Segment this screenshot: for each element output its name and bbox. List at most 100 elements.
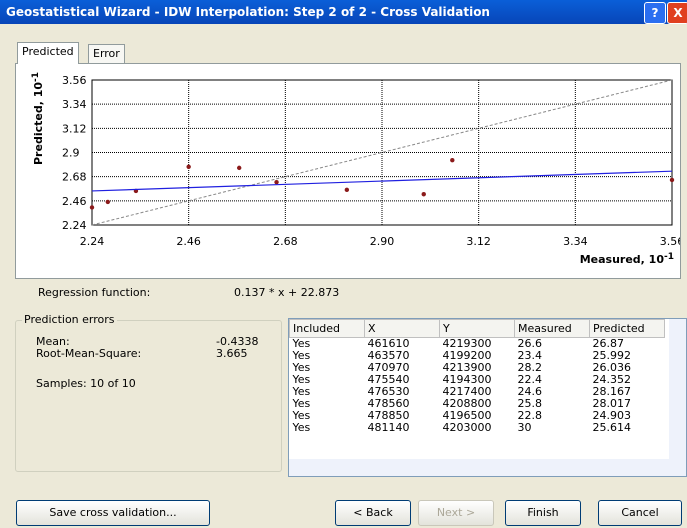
chart: 2.24 2.46 2.68 2.9 3.12 3.34 3.56 2.24 2.46 2.68 2… [31,72,684,266]
y-axis-label: Predicted, 10-1 [31,72,45,165]
x-tick-label: 2.46 [176,235,201,248]
x-tick-label: 3.12 [466,235,491,248]
table-cell: 4196500 [442,410,492,422]
table-row: Yes 461610 4219300 26.6 26.87 [290,338,665,351]
table-cell: 28.2 [517,362,543,374]
errors-group: Prediction errors Mean: -0.4338 Root-Mea… [15,313,282,472]
data-point [236,165,242,171]
y-tick-label: 3.12 [62,122,87,135]
table-row: Yes 478560 4208800 25.8 28.017 [290,398,665,410]
table-cell: 28.167 [592,386,632,398]
data-point [186,164,191,169]
table-row: Yes 475540 4194300 22.4 24.352 [290,374,665,386]
v-scrollbar[interactable] [669,319,686,459]
mean-value: -0.4338 [216,335,259,348]
table-cell: 25.992 [592,350,632,362]
table-cell: 24.6 [517,386,543,398]
table-cell: Yes [292,362,311,374]
table-cell: 25.614 [592,422,632,434]
table-cell: Yes [292,410,311,422]
table-cell: 4217400 [442,386,492,398]
data-point [344,187,350,193]
chart-panel: 2.24 2.46 2.68 2.9 3.12 3.34 3.56 2.24 2.46 2.68 2… [15,63,684,279]
table-cell: Yes [292,386,311,398]
table-cell: Yes [292,374,311,386]
y-tick-label: 2.68 [62,171,87,184]
table-cell: 22.4 [517,374,543,386]
table-cell: 26.036 [592,362,632,374]
table-row: Yes 476530 4217400 24.6 28.167 [290,386,665,398]
table-cell: 24.903 [592,410,632,422]
table-cell: 23.4 [517,350,543,362]
errors-title: Prediction errors [22,313,117,326]
tab-error[interactable]: Error [88,44,125,63]
next-button: Next > [418,500,494,526]
mean-label: Mean: [36,335,70,348]
rms-value: 3.665 [216,347,248,360]
finish-button[interactable]: Finish [505,500,581,526]
back-button[interactable]: < Back [335,500,411,526]
table-row: Yes 478850 4196500 22.8 24.903 [290,410,665,422]
regression-line [91,170,673,192]
tab-predicted[interactable]: Predicted [17,42,79,64]
table-cell: 476530 [367,386,410,398]
x-tick-label: 2.90 [370,235,395,248]
data-point [274,179,279,185]
plot-frame [91,79,673,226]
table-cell: Yes [292,398,311,410]
header-cell: Y [439,319,515,338]
table-cell: 26.87 [592,337,625,350]
table-cell: 24.352 [592,374,632,386]
header-cell: Included [289,319,365,338]
rms-label: Root-Mean-Square: [36,347,142,360]
y-tick-label: 2.9 [62,147,80,160]
table: Included X Y Measured Predicted Yes 461610 4219… [289,319,665,434]
table-row: Yes 463570 4199200 23.4 25.992 [290,350,665,362]
samples: Samples: 10 of 10 [36,377,136,390]
table-row: Yes 481140 4203000 30 25.614 [290,422,665,434]
y-tick-label: 3.56 [62,74,87,87]
x-axis-label-exp: -1 [664,252,674,262]
table-row: Yes 470970 4213900 28.2 26.036 [290,362,665,374]
y-axis-label-text: Predicted, 10 [32,82,45,165]
table-cell: 4213900 [442,362,492,374]
data-point [421,192,426,197]
x-axis-label: Measured, 10-1 [580,252,674,266]
y-tick-label: 2.24 [62,219,87,232]
table-cell: 4199200 [442,350,492,362]
table-cell: 28.017 [592,398,632,410]
table-cell: 478850 [367,410,410,422]
h-scrollbar[interactable] [289,459,686,476]
table-cell: 4194300 [442,374,492,386]
table-cell: Yes [292,337,311,350]
data-point [450,157,455,163]
table-cell: 30 [517,422,532,434]
window-title: Geostatistical Wizard - IDW Interpolatio… [6,5,490,19]
table-cell: 22.8 [517,410,543,422]
x-tick-label: 2.24 [80,235,105,248]
y-axis-label-exp: -1 [31,72,41,82]
header-cell: Predicted [589,319,665,338]
table-cell: 475540 [367,374,410,386]
table-cell: Yes [292,350,311,362]
header-cell: X [364,319,440,338]
help-button[interactable]: ? [644,2,666,24]
close-button[interactable]: X [667,2,687,24]
x-axis-label-text: Measured, 10 [580,253,665,266]
regression-label: Regression function: [38,286,151,299]
table-cell: Yes [292,422,311,434]
x-tick-label: 3.34 [563,235,588,248]
table-box: Included X Y Measured Predicted Yes 461610 4219… [288,318,687,477]
x-tick-label: 2.68 [273,235,298,248]
y-tick-label: 3.34 [62,98,87,111]
table-cell: 4208800 [442,398,492,410]
cancel-button[interactable]: Cancel [598,500,682,526]
table-cell: 478560 [367,398,410,410]
table-cell: 470970 [367,362,410,374]
save-button[interactable]: Save cross validation... [16,500,210,526]
table-cell: 26.6 [517,337,543,350]
data-point [669,177,675,183]
table-cell: 4219300 [442,337,492,350]
header-row: Included X Y Measured Predicted [289,319,665,338]
